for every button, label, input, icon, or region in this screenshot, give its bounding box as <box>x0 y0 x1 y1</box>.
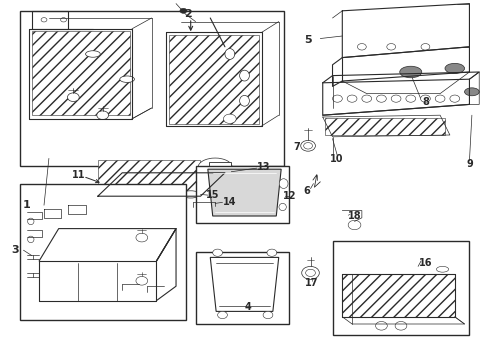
Circle shape <box>394 321 406 330</box>
Text: 17: 17 <box>305 278 318 288</box>
Ellipse shape <box>239 95 249 106</box>
Ellipse shape <box>85 51 100 57</box>
Circle shape <box>136 276 147 285</box>
Ellipse shape <box>198 158 232 177</box>
Circle shape <box>212 249 222 256</box>
Circle shape <box>449 95 459 102</box>
Ellipse shape <box>399 66 421 78</box>
Ellipse shape <box>464 88 478 96</box>
Circle shape <box>405 95 415 102</box>
Circle shape <box>97 111 108 120</box>
Circle shape <box>346 95 356 102</box>
Text: 15: 15 <box>205 190 219 201</box>
Circle shape <box>305 269 315 276</box>
Text: 1: 1 <box>23 200 31 210</box>
Text: 5: 5 <box>304 35 311 45</box>
Text: 11: 11 <box>71 170 85 180</box>
Circle shape <box>61 18 66 22</box>
Circle shape <box>208 175 217 181</box>
Text: 10: 10 <box>329 154 343 164</box>
Text: 9: 9 <box>465 159 472 169</box>
Circle shape <box>357 44 366 50</box>
Circle shape <box>217 311 227 319</box>
Bar <box>195 252 288 324</box>
Circle shape <box>390 95 400 102</box>
Text: 4: 4 <box>244 302 251 312</box>
Text: 2: 2 <box>184 9 192 19</box>
Circle shape <box>300 140 315 151</box>
Ellipse shape <box>27 236 34 243</box>
Ellipse shape <box>201 160 228 175</box>
Text: 14: 14 <box>223 197 236 207</box>
Circle shape <box>376 95 386 102</box>
Circle shape <box>41 18 47 22</box>
Text: 16: 16 <box>418 258 431 268</box>
Ellipse shape <box>444 63 464 73</box>
Ellipse shape <box>120 76 134 82</box>
Bar <box>20 184 185 320</box>
Ellipse shape <box>181 191 200 198</box>
Text: 3: 3 <box>11 245 19 255</box>
Bar <box>332 241 468 335</box>
Circle shape <box>180 8 186 13</box>
Text: 18: 18 <box>347 211 361 221</box>
Bar <box>98 160 200 196</box>
Ellipse shape <box>278 203 286 211</box>
Circle shape <box>136 233 147 242</box>
Circle shape <box>434 95 444 102</box>
Text: 12: 12 <box>282 191 296 201</box>
Bar <box>168 35 259 124</box>
Bar <box>20 11 283 166</box>
Circle shape <box>223 114 236 123</box>
Ellipse shape <box>27 218 34 225</box>
Ellipse shape <box>279 179 287 189</box>
Bar <box>32 31 129 115</box>
Bar <box>342 274 454 317</box>
Text: 7: 7 <box>292 142 299 152</box>
Bar <box>209 162 231 181</box>
Text: 6: 6 <box>303 186 310 196</box>
Circle shape <box>361 95 371 102</box>
Circle shape <box>347 220 360 230</box>
Polygon shape <box>210 257 278 311</box>
Circle shape <box>301 266 319 279</box>
Bar <box>195 166 288 223</box>
Circle shape <box>303 143 312 149</box>
Text: 13: 13 <box>257 162 270 172</box>
Circle shape <box>332 95 342 102</box>
Ellipse shape <box>224 49 234 59</box>
Circle shape <box>266 249 276 256</box>
Circle shape <box>67 93 79 102</box>
Circle shape <box>420 95 429 102</box>
Ellipse shape <box>239 70 249 81</box>
Circle shape <box>420 44 429 50</box>
Ellipse shape <box>435 266 448 272</box>
Text: 8: 8 <box>421 96 428 107</box>
Circle shape <box>263 311 272 319</box>
Circle shape <box>375 321 386 330</box>
Polygon shape <box>207 169 281 216</box>
Bar <box>325 118 444 135</box>
Circle shape <box>386 44 395 50</box>
